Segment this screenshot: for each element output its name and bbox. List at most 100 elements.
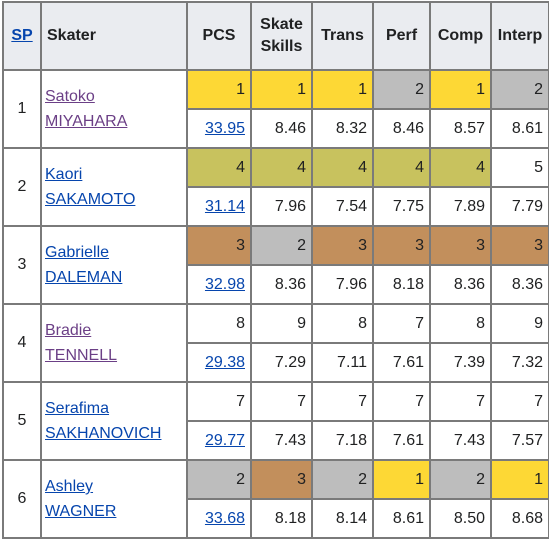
pcs-score-link[interactable]: 33.68 bbox=[204, 509, 245, 527]
interp-rank-cell: 2 bbox=[490, 69, 549, 110]
comp-score-cell: 7.89 bbox=[429, 186, 492, 227]
skater-last-name-link[interactable]: DALEMAN bbox=[45, 269, 123, 286]
comp-rank-cell: 1 bbox=[429, 69, 492, 110]
skater-rank-row: 4 Bradie TENNELL 8 9 8 7 8 9 bbox=[2, 303, 549, 383]
skater-last-name-link[interactable]: SAKAMOTO bbox=[45, 191, 136, 208]
skater-last-name-link[interactable]: TENNELL bbox=[45, 347, 118, 364]
skater-score-row: 29.38 7.29 7.11 7.61 7.39 7.32 bbox=[3, 342, 549, 383]
header-trans: Trans bbox=[311, 1, 374, 71]
skater-first-name-link[interactable]: Serafima bbox=[45, 400, 110, 417]
interp-rank-cell: 1 bbox=[490, 459, 549, 500]
skate-skills-rank-cell: 7 bbox=[250, 381, 313, 422]
perf-rank-cell: 7 bbox=[372, 381, 431, 422]
header-sp[interactable]: SP bbox=[2, 1, 42, 71]
interp-score-cell: 8.68 bbox=[490, 498, 549, 539]
pcs-score-cell[interactable]: 29.38 bbox=[186, 342, 252, 383]
skater-first-name-link[interactable]: Satoko bbox=[45, 88, 95, 105]
header-row: SP Skater PCS Skate Skills Trans Perf Com… bbox=[2, 1, 549, 71]
sp-placement: 6 bbox=[2, 459, 42, 539]
skater-first-name-link[interactable]: Ashley bbox=[45, 478, 94, 495]
perf-score-cell: 8.61 bbox=[372, 498, 431, 539]
comp-score-cell: 8.57 bbox=[429, 108, 492, 149]
interp-score-cell: 7.79 bbox=[490, 186, 549, 227]
header-comp: Comp bbox=[429, 1, 492, 71]
skate-skills-rank-cell: 9 bbox=[250, 303, 313, 344]
results-body: 1 Satoko MIYAHARA 1 1 1 2 1 2 33.95 8.46 8.32 8.46 8.… bbox=[2, 69, 549, 539]
pcs-rank-cell: 8 bbox=[186, 303, 252, 344]
pcs-score-link[interactable]: 31.14 bbox=[204, 197, 245, 215]
interp-score-cell: 8.61 bbox=[490, 108, 549, 149]
interp-rank-cell: 3 bbox=[490, 225, 549, 266]
trans-rank-cell: 2 bbox=[311, 459, 374, 500]
pcs-rank-cell: 4 bbox=[186, 147, 252, 188]
skater-last-name-link[interactable]: SAKHANOVICH bbox=[45, 425, 162, 442]
pcs-score-cell[interactable]: 33.68 bbox=[186, 498, 252, 539]
trans-rank-cell: 1 bbox=[311, 69, 374, 110]
trans-score-cell: 8.14 bbox=[311, 498, 374, 539]
skater-rank-row: 6 Ashley WAGNER 2 3 2 1 2 1 bbox=[2, 459, 549, 539]
trans-rank-cell: 7 bbox=[311, 381, 374, 422]
trans-score-cell: 7.96 bbox=[311, 264, 374, 305]
sp-placement: 3 bbox=[2, 225, 42, 305]
perf-rank-cell: 2 bbox=[372, 69, 431, 110]
skate-skills-score-cell: 7.96 bbox=[250, 186, 313, 227]
skater-score-row: 32.98 8.36 7.96 8.18 8.36 8.36 bbox=[3, 264, 549, 305]
comp-rank-cell: 2 bbox=[429, 459, 492, 500]
skater-name-cell: Kaori SAKAMOTO bbox=[40, 147, 188, 227]
results-table: SP Skater PCS Skate Skills Trans Perf Com… bbox=[2, 1, 549, 539]
pcs-score-link[interactable]: 32.98 bbox=[204, 275, 245, 293]
pcs-rank-cell: 2 bbox=[186, 459, 252, 500]
skate-skills-rank-cell: 2 bbox=[250, 225, 313, 266]
interp-score-cell: 7.32 bbox=[490, 342, 549, 383]
trans-score-cell: 7.18 bbox=[311, 420, 374, 461]
header-skate-skills-line1: Skate bbox=[260, 16, 303, 33]
comp-score-cell: 8.50 bbox=[429, 498, 492, 539]
comp-score-cell: 7.39 bbox=[429, 342, 492, 383]
perf-score-cell: 7.61 bbox=[372, 420, 431, 461]
skater-name-cell: Serafima SAKHANOVICH bbox=[40, 381, 188, 461]
skate-skills-rank-cell: 4 bbox=[250, 147, 313, 188]
pcs-rank-cell: 3 bbox=[186, 225, 252, 266]
skater-last-name-link[interactable]: MIYAHARA bbox=[45, 113, 128, 130]
pcs-score-link[interactable]: 29.77 bbox=[204, 431, 245, 449]
header-interp: Interp bbox=[490, 1, 549, 71]
skater-name-cell: Gabrielle DALEMAN bbox=[40, 225, 188, 305]
pcs-score-cell[interactable]: 33.95 bbox=[186, 108, 252, 149]
skater-first-name-link[interactable]: Gabrielle bbox=[45, 244, 110, 261]
skate-skills-score-cell: 8.46 bbox=[250, 108, 313, 149]
trans-score-cell: 7.11 bbox=[311, 342, 374, 383]
comp-score-cell: 8.36 bbox=[429, 264, 492, 305]
trans-rank-cell: 8 bbox=[311, 303, 374, 344]
skater-score-row: 29.77 7.43 7.18 7.61 7.43 7.57 bbox=[3, 420, 549, 461]
comp-rank-cell: 8 bbox=[429, 303, 492, 344]
sp-sort-link[interactable]: SP bbox=[11, 27, 33, 44]
skater-rank-row: 3 Gabrielle DALEMAN 3 2 3 3 3 3 bbox=[2, 225, 549, 305]
skater-last-name-link[interactable]: WAGNER bbox=[45, 503, 117, 520]
pcs-score-cell[interactable]: 29.77 bbox=[186, 420, 252, 461]
skater-rank-row: 2 Kaori SAKAMOTO 4 4 4 4 4 5 bbox=[2, 147, 549, 227]
skate-skills-rank-cell: 3 bbox=[250, 459, 313, 500]
pcs-score-link[interactable]: 33.95 bbox=[204, 119, 245, 137]
pcs-score-cell[interactable]: 32.98 bbox=[186, 264, 252, 305]
trans-rank-cell: 4 bbox=[311, 147, 374, 188]
interp-score-cell: 7.57 bbox=[490, 420, 549, 461]
perf-rank-cell: 3 bbox=[372, 225, 431, 266]
header-perf: Perf bbox=[372, 1, 431, 71]
pcs-rank-cell: 1 bbox=[186, 69, 252, 110]
trans-rank-cell: 3 bbox=[311, 225, 374, 266]
pcs-score-cell[interactable]: 31.14 bbox=[186, 186, 252, 227]
skater-rank-row: 5 Serafima SAKHANOVICH 7 7 7 7 7 7 bbox=[2, 381, 549, 461]
skate-skills-score-cell: 8.18 bbox=[250, 498, 313, 539]
perf-rank-cell: 7 bbox=[372, 303, 431, 344]
pcs-score-link[interactable]: 29.38 bbox=[204, 353, 245, 371]
skater-score-row: 31.14 7.96 7.54 7.75 7.89 7.79 bbox=[3, 186, 549, 227]
skater-first-name-link[interactable]: Kaori bbox=[45, 166, 83, 183]
skate-skills-score-cell: 7.43 bbox=[250, 420, 313, 461]
comp-score-cell: 7.43 bbox=[429, 420, 492, 461]
perf-rank-cell: 4 bbox=[372, 147, 431, 188]
skater-first-name-link[interactable]: Bradie bbox=[45, 322, 92, 339]
skate-skills-rank-cell: 1 bbox=[250, 69, 313, 110]
sp-placement: 4 bbox=[2, 303, 42, 383]
sp-placement: 1 bbox=[2, 69, 42, 149]
skater-name-cell: Bradie TENNELL bbox=[40, 303, 188, 383]
